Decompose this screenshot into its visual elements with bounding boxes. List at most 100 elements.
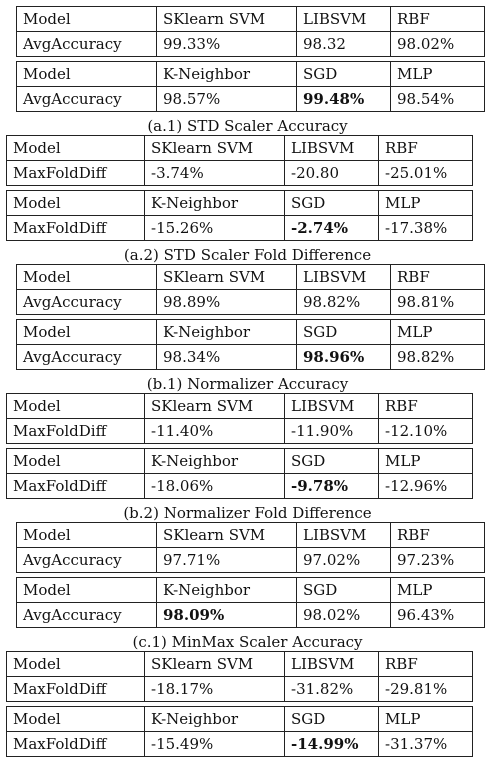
results-table: Model K-Neighbor SGD MLP MaxFoldDiff -15.49% -… <box>6 706 473 757</box>
panel-caption: (c.1) MinMax Scaler Accuracy <box>132 633 363 651</box>
panel-5: Model SKlearn SVM LIBSVM RBF AvgAccuracy 97.7… <box>0 522 495 651</box>
value-cell: -20.80 <box>284 160 379 186</box>
header-cell: K-Neighbor <box>144 190 285 216</box>
panel-6: Model SKlearn SVM LIBSVM RBF MaxFoldDiff -18.… <box>0 651 495 780</box>
header-cell: K-Neighbor <box>156 577 297 603</box>
header-cell: Model <box>6 393 145 419</box>
value-row: AvgAccuracy 99.33% 98.32 98.02% <box>16 31 485 57</box>
value-cell: 96.43% <box>390 602 485 628</box>
header-cell: SKlearn SVM <box>156 264 297 290</box>
value-cell: 98.96% <box>296 344 391 370</box>
value-cell: -31.37% <box>378 731 473 757</box>
results-table: Model SKlearn SVM LIBSVM RBF MaxFoldDiff -3.7… <box>6 135 473 186</box>
value-row: MaxFoldDiff -15.26% -2.74% -17.38% <box>6 215 473 241</box>
value-cell: 98.34% <box>156 344 297 370</box>
header-cell: Model <box>6 135 145 161</box>
header-cell: Model <box>6 651 145 677</box>
results-table: Model K-Neighbor SGD MLP MaxFoldDiff -18.06% -… <box>6 448 473 499</box>
header-cell: Model <box>16 522 157 548</box>
value-cell: 98.02% <box>296 602 391 628</box>
value-cell: -9.78% <box>284 473 379 499</box>
value-row: MaxFoldDiff -3.74% -20.80 -25.01% <box>6 160 473 186</box>
value-cell: -12.96% <box>378 473 473 499</box>
header-cell: RBF <box>378 651 473 677</box>
panel-2: Model SKlearn SVM LIBSVM RBF MaxFoldDiff -3.7… <box>0 135 495 264</box>
header-cell: K-Neighbor <box>156 319 297 345</box>
value-cell: 97.23% <box>390 547 485 573</box>
header-cell: RBF <box>390 6 485 32</box>
value-cell: 99.48% <box>296 86 391 112</box>
panel-4: Model SKlearn SVM LIBSVM RBF MaxFoldDiff -11.… <box>0 393 495 522</box>
value-cell: -18.17% <box>144 676 285 702</box>
header-cell: MLP <box>390 61 485 87</box>
value-row: AvgAccuracy 98.34% 98.96% 98.82% <box>16 344 485 370</box>
header-cell: LIBSVM <box>296 522 391 548</box>
results-table: Model SKlearn SVM LIBSVM RBF AvgAccuracy 97.7… <box>16 522 485 573</box>
metric-cell: MaxFoldDiff <box>6 160 145 186</box>
header-cell: SKlearn SVM <box>144 651 285 677</box>
header-row: Model SKlearn SVM LIBSVM RBF <box>16 264 485 290</box>
metric-cell: MaxFoldDiff <box>6 676 145 702</box>
value-cell: 98.82% <box>296 289 391 315</box>
header-cell: RBF <box>378 135 473 161</box>
metric-cell: MaxFoldDiff <box>6 418 145 444</box>
metric-cell: AvgAccuracy <box>16 602 157 628</box>
header-cell: MLP <box>378 706 473 732</box>
value-cell: -15.49% <box>144 731 285 757</box>
header-cell: SKlearn SVM <box>144 135 285 161</box>
value-cell: 98.57% <box>156 86 297 112</box>
header-cell: LIBSVM <box>296 6 391 32</box>
header-cell: RBF <box>390 264 485 290</box>
header-row: Model K-Neighbor SGD MLP <box>16 319 485 345</box>
results-table: Model SKlearn SVM LIBSVM RBF AvgAccuracy 98.8… <box>16 264 485 315</box>
header-row: Model SKlearn SVM LIBSVM RBF <box>6 393 473 419</box>
panel-1: Model SKlearn SVM LIBSVM RBF AvgAccuracy 99.3… <box>0 6 495 135</box>
value-row: AvgAccuracy 98.09% 98.02% 96.43% <box>16 602 485 628</box>
value-cell: 97.02% <box>296 547 391 573</box>
value-cell: 98.09% <box>156 602 297 628</box>
header-cell: MLP <box>378 448 473 474</box>
value-cell: -17.38% <box>378 215 473 241</box>
results-table: Model K-Neighbor SGD MLP MaxFoldDiff -15.26% -… <box>6 190 473 241</box>
value-row: MaxFoldDiff -18.17% -31.82% -29.81% <box>6 676 473 702</box>
header-cell: MLP <box>390 319 485 345</box>
value-cell: 98.89% <box>156 289 297 315</box>
header-cell: Model <box>6 706 145 732</box>
header-cell: RBF <box>390 522 485 548</box>
header-cell: SGD <box>296 61 391 87</box>
metric-cell: AvgAccuracy <box>16 289 157 315</box>
header-cell: SGD <box>296 319 391 345</box>
value-row: MaxFoldDiff -18.06% -9.78% -12.96% <box>6 473 473 499</box>
header-cell: SGD <box>296 577 391 603</box>
value-cell: 98.54% <box>390 86 485 112</box>
metric-cell: AvgAccuracy <box>16 86 157 112</box>
metric-cell: MaxFoldDiff <box>6 215 145 241</box>
value-cell: -29.81% <box>378 676 473 702</box>
header-cell: Model <box>16 6 157 32</box>
value-cell: 99.33% <box>156 31 297 57</box>
header-cell: K-Neighbor <box>156 61 297 87</box>
value-row: MaxFoldDiff -11.40% -11.90% -12.10% <box>6 418 473 444</box>
header-cell: K-Neighbor <box>144 448 285 474</box>
metric-cell: MaxFoldDiff <box>6 473 145 499</box>
header-row: Model K-Neighbor SGD MLP <box>6 190 473 216</box>
header-row: Model K-Neighbor SGD MLP <box>6 448 473 474</box>
results-table: Model K-Neighbor SGD MLP AvgAccuracy 98.34% 98… <box>16 319 485 370</box>
results-table: Model SKlearn SVM LIBSVM RBF MaxFoldDiff -11.… <box>6 393 473 444</box>
value-cell: 98.02% <box>390 31 485 57</box>
value-cell: -14.99% <box>284 731 379 757</box>
header-cell: SGD <box>284 190 379 216</box>
value-row: AvgAccuracy 98.57% 99.48% 98.54% <box>16 86 485 112</box>
header-cell: LIBSVM <box>296 264 391 290</box>
header-cell: MLP <box>378 190 473 216</box>
header-cell: SGD <box>284 706 379 732</box>
value-row: AvgAccuracy 97.71% 97.02% 97.23% <box>16 547 485 573</box>
header-cell: MLP <box>390 577 485 603</box>
metric-cell: AvgAccuracy <box>16 547 157 573</box>
panel-caption: (a.1) STD Scaler Accuracy <box>147 117 348 135</box>
panel-caption: (a.2) STD Scaler Fold Difference <box>123 246 372 264</box>
header-row: Model SKlearn SVM LIBSVM RBF <box>6 651 473 677</box>
header-cell: RBF <box>378 393 473 419</box>
header-cell: Model <box>16 264 157 290</box>
